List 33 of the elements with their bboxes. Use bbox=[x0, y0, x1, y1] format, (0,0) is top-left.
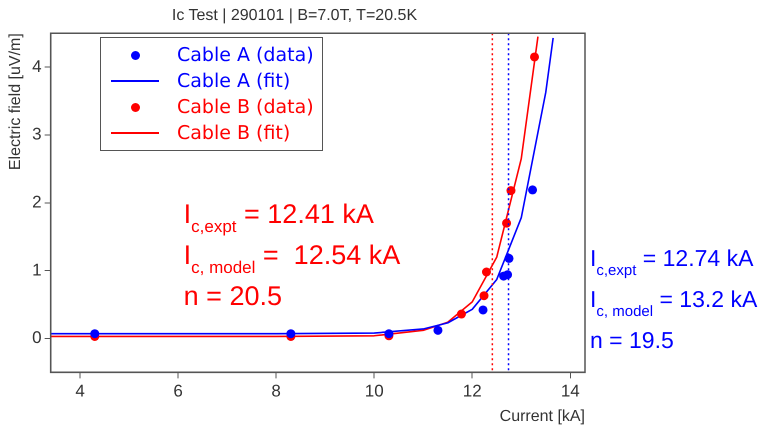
y-axis-title: Electric field [uV/m] bbox=[7, 33, 24, 170]
x-tick-label: 12 bbox=[462, 381, 482, 400]
point bbox=[502, 218, 512, 228]
annotation: n = 20.5 bbox=[184, 281, 282, 312]
text: n = 19.5 bbox=[590, 327, 674, 354]
x-tick-label: 8 bbox=[271, 381, 281, 400]
x-tick-label: 6 bbox=[173, 381, 183, 400]
point bbox=[482, 267, 491, 276]
point bbox=[506, 186, 516, 196]
point bbox=[504, 254, 514, 263]
point bbox=[286, 329, 296, 338]
x-tick-label: 4 bbox=[75, 381, 85, 400]
point bbox=[433, 326, 442, 335]
x-tick-label: 14 bbox=[560, 381, 580, 400]
x-tick-label: 10 bbox=[364, 381, 384, 400]
x-axis-title: Current [kA] bbox=[500, 408, 585, 425]
chart-title: Ic Test | 290101 | B=7.0T, T=20.5K bbox=[172, 7, 418, 24]
legend-label: Cable B (data) bbox=[177, 96, 314, 118]
point bbox=[530, 52, 540, 62]
legend-label: Cable A (data) bbox=[177, 44, 314, 66]
point bbox=[456, 310, 466, 319]
point bbox=[478, 305, 488, 314]
point bbox=[90, 329, 100, 338]
point bbox=[528, 185, 538, 194]
y-tick-label: 4 bbox=[32, 56, 42, 76]
legend-label: Cable A (fit) bbox=[177, 70, 290, 92]
legend-label: Cable B (fit) bbox=[177, 122, 290, 144]
y-tick-label: 3 bbox=[32, 124, 42, 144]
y-tick-label: 1 bbox=[32, 260, 42, 280]
point bbox=[480, 291, 489, 300]
y-tick-label: 0 bbox=[32, 328, 42, 348]
y-tick-label: 2 bbox=[32, 192, 42, 212]
point bbox=[503, 270, 512, 280]
